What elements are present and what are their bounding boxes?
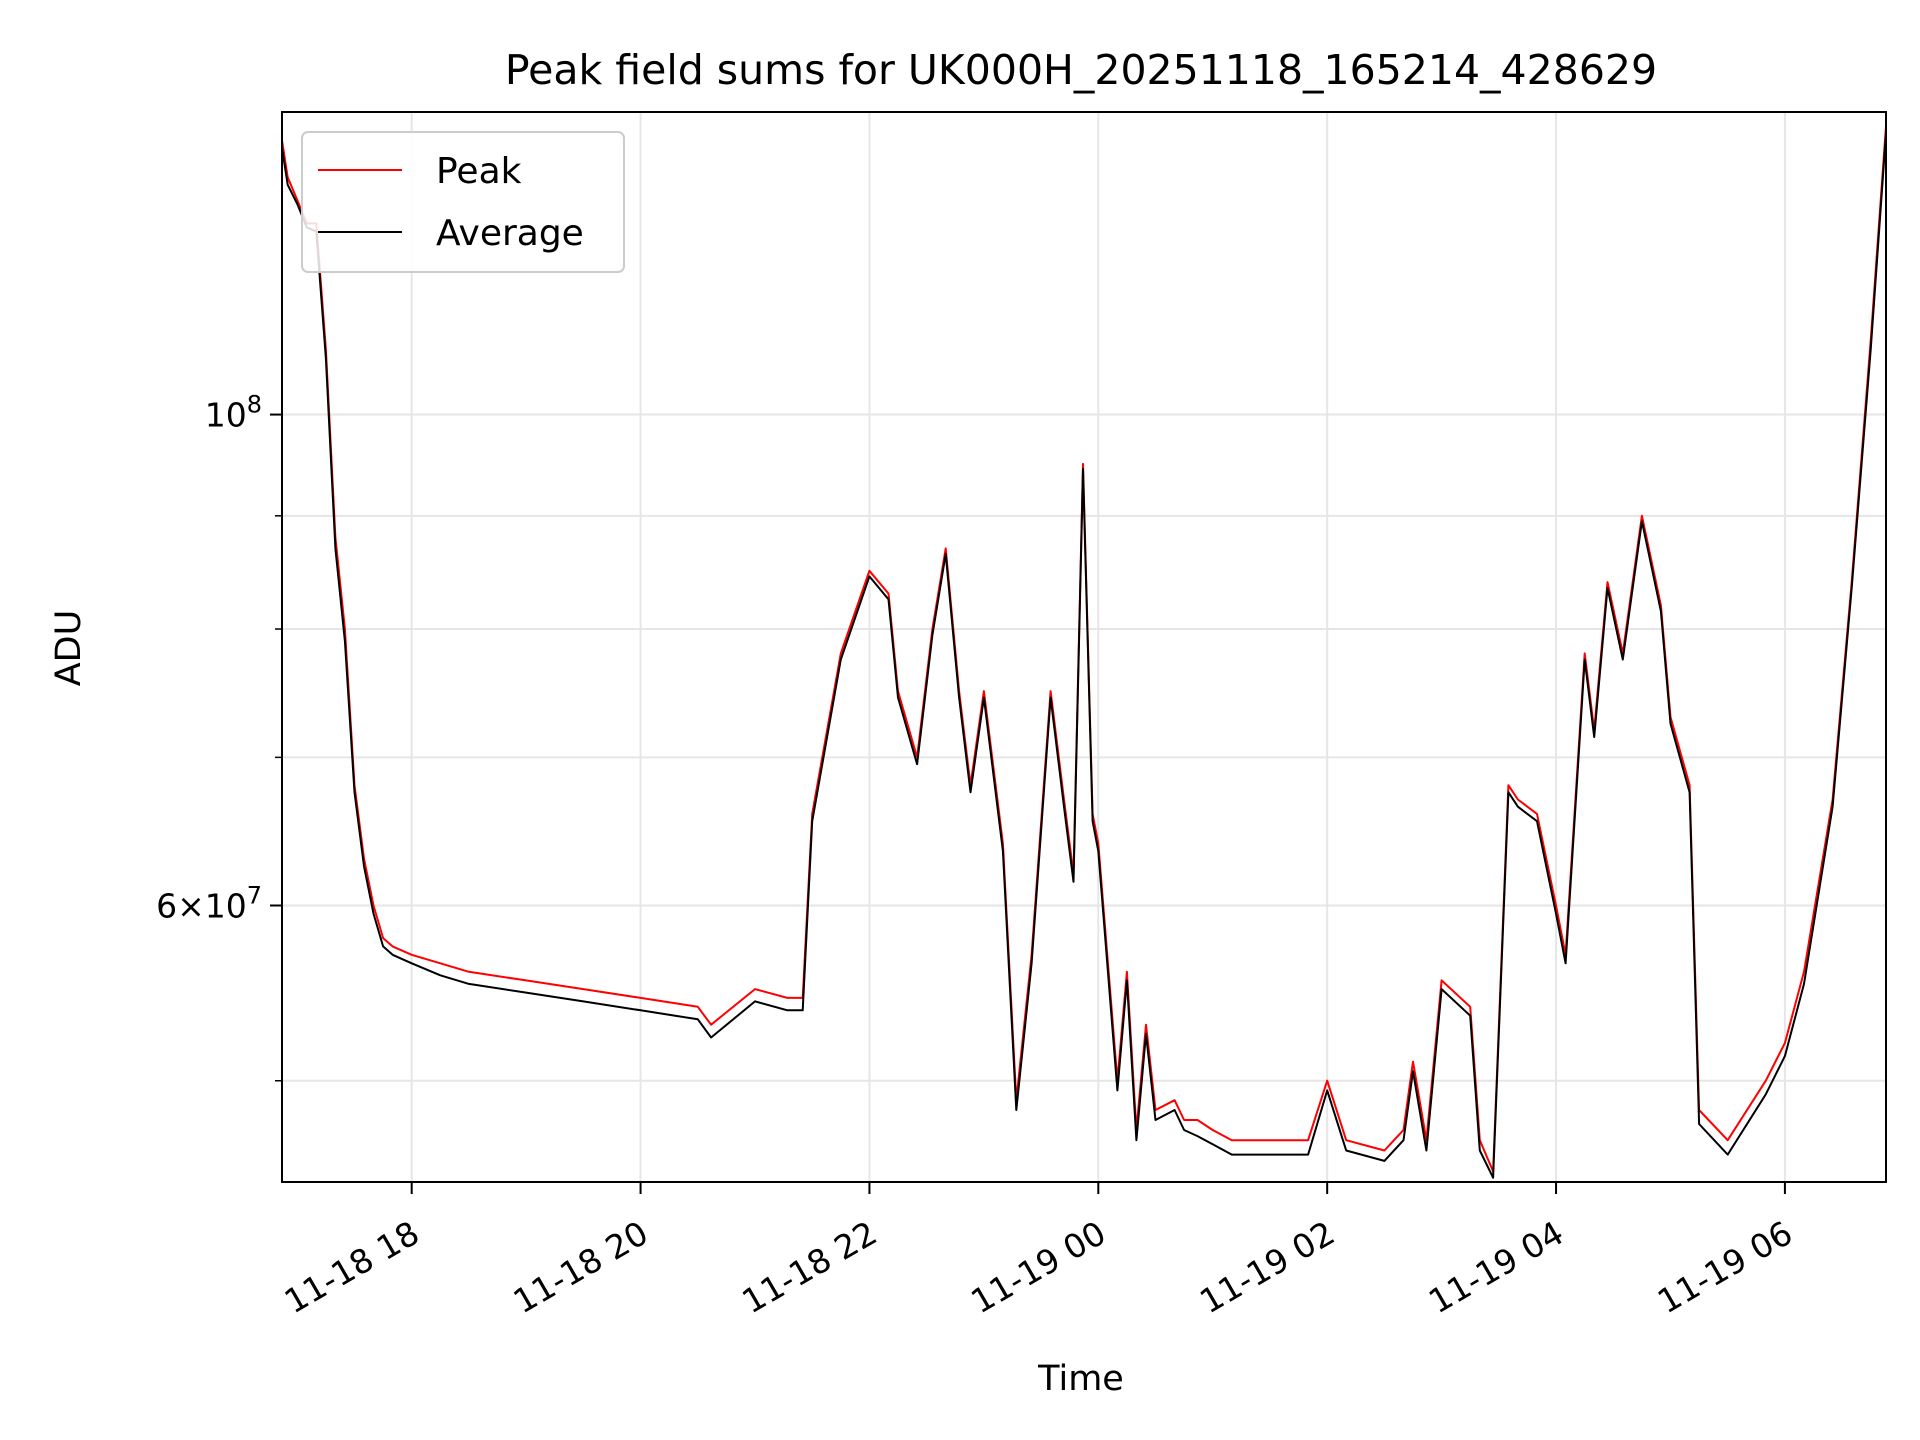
- legend-box: [301, 131, 625, 273]
- gridlines: [282, 112, 1886, 1182]
- legend-label: Average: [436, 213, 584, 254]
- y-axis-ticks: 108 6×107: [156, 391, 282, 1082]
- series-line-average: [281, 133, 1887, 1179]
- series-layer: [281, 126, 1887, 1179]
- legend-label: Peak: [436, 151, 522, 192]
- plot-frame: [281, 111, 1887, 1183]
- y-tick-label: 108: [205, 391, 262, 435]
- legend: Peak Average: [301, 131, 625, 273]
- y-tick-label: 6×107: [156, 882, 262, 926]
- y-axis-label: ADU: [49, 610, 89, 687]
- chart-title: Peak field sums for UK000H_20251118_1652…: [505, 46, 1657, 94]
- x-axis-label: Time: [1037, 1359, 1124, 1399]
